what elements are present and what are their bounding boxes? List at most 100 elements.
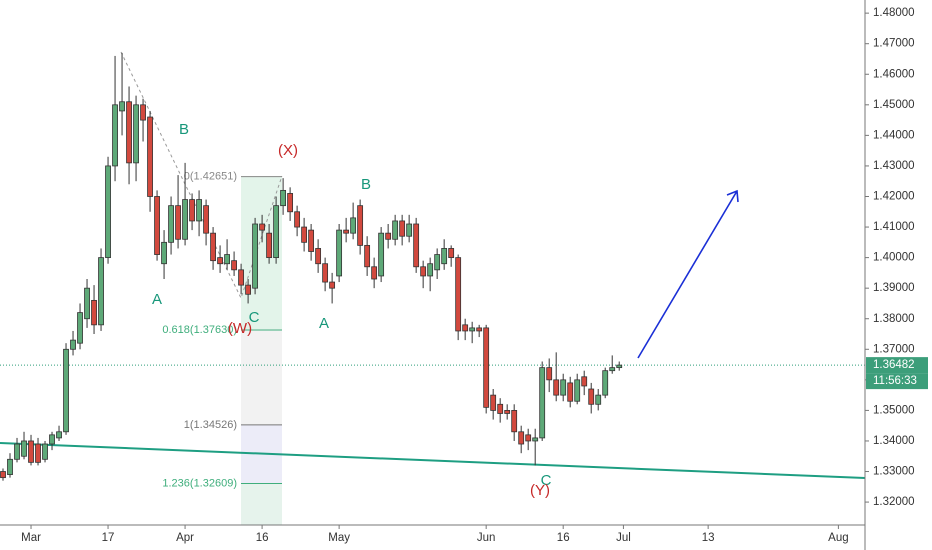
candle-body	[315, 248, 322, 265]
fib-level-label: 0.618(1.37630)	[162, 324, 237, 336]
candle-body	[77, 312, 83, 344]
candle-body	[357, 205, 364, 246]
fib-zone	[241, 329, 282, 425]
y-tick-label: 1.34000	[873, 435, 915, 447]
candle-body	[595, 394, 602, 405]
candle-body	[112, 104, 118, 167]
forecast-arrow-head	[726, 189, 739, 203]
candle-body	[476, 327, 483, 332]
candle-body	[511, 410, 518, 433]
candle-body	[462, 324, 469, 332]
candle-body	[378, 232, 385, 277]
candle-body	[539, 367, 546, 439]
candle-body	[203, 205, 209, 234]
wave-label: A	[319, 315, 329, 332]
y-tick-label: 1.40000	[873, 252, 915, 264]
y-tick-label: 1.45000	[873, 99, 915, 111]
candle-body	[322, 263, 329, 283]
candle-body	[616, 364, 623, 369]
candle-body	[588, 388, 595, 405]
candle-body	[189, 199, 195, 222]
fib-zone	[241, 484, 282, 525]
wave-label: B	[361, 176, 371, 193]
candle-body	[154, 196, 160, 255]
candle-body	[455, 257, 462, 332]
candle-body	[245, 284, 251, 295]
y-tick-label: 1.43000	[873, 160, 915, 172]
wave-label: B	[179, 121, 189, 138]
candle-body	[483, 327, 490, 408]
wave-label: A	[152, 291, 162, 308]
candle-body	[21, 440, 27, 457]
fib-level-label: 1.236(1.32609)	[162, 477, 237, 489]
x-axis: Mar 17 Apr 16 May Jun 16 Jul 13 Aug	[21, 525, 849, 544]
x-tick-label: 16	[557, 532, 570, 544]
trend-line	[0, 442, 866, 479]
candle-body	[0, 471, 6, 479]
y-tick-label: 1.42000	[873, 191, 915, 203]
candle-body	[63, 348, 69, 433]
candle-body	[161, 241, 167, 265]
candle-body	[602, 370, 609, 396]
candle-body	[252, 223, 258, 289]
fib-level-label: 0(1.42651)	[184, 171, 237, 183]
candle-body	[133, 104, 139, 164]
x-tick-label: 13	[702, 532, 715, 544]
candle-body	[490, 394, 497, 411]
y-tick-label: 1.47000	[873, 38, 915, 50]
wave-label: (X)	[278, 142, 298, 159]
wave-label: (Y)	[530, 482, 550, 499]
candle-body	[581, 376, 588, 387]
x-tick-label: Jun	[477, 532, 496, 544]
x-tick-label: May	[328, 532, 350, 544]
candle-body	[231, 260, 237, 271]
wave-label: (W)	[228, 320, 252, 337]
candle-body	[574, 379, 581, 402]
candle-body	[42, 443, 48, 460]
x-tick-label: Jul	[616, 532, 631, 544]
candle-body	[35, 443, 41, 463]
candle-body	[56, 431, 62, 439]
candle-body	[532, 437, 539, 442]
plot: 0(1.42651) 0.618(1.37630) 1(1.34526) 1.236(…	[0, 52, 865, 499]
candle-body	[49, 434, 55, 445]
candle-body	[434, 254, 441, 271]
fib-level-label: 1(1.34526)	[184, 419, 237, 431]
candle-body	[350, 217, 357, 234]
candle-body	[497, 403, 504, 414]
candle-body	[567, 382, 574, 402]
countdown-label: 11:56:33	[873, 375, 917, 387]
candle-body	[518, 431, 525, 445]
y-tick-label: 1.38000	[873, 313, 915, 325]
candle-body	[336, 229, 343, 277]
candle-body	[224, 254, 230, 265]
candle-body	[553, 379, 560, 396]
candle-body	[168, 205, 174, 243]
candle-body	[140, 104, 146, 121]
candle-body	[371, 266, 378, 280]
candle-body	[343, 229, 350, 234]
y-tick-label: 1.39000	[873, 282, 915, 294]
x-tick-label: 17	[102, 532, 115, 544]
candle-body	[413, 223, 420, 268]
last-price-box	[866, 357, 928, 374]
y-tick-label: 1.35000	[873, 404, 915, 416]
x-tick-label: Mar	[21, 532, 41, 544]
candle-body	[399, 220, 406, 237]
candle-body	[119, 101, 125, 112]
candle-body	[259, 223, 265, 231]
candle-body	[273, 205, 280, 259]
wave-label: C	[541, 472, 552, 489]
candle-body	[70, 339, 76, 350]
candle-body	[427, 263, 434, 277]
candle-body	[609, 367, 616, 372]
candle-body	[406, 223, 413, 237]
candle-body	[329, 281, 336, 289]
candle-body	[364, 244, 371, 268]
candle-body	[441, 248, 448, 265]
candle-body	[238, 269, 244, 286]
candle-body	[294, 211, 301, 228]
candle-body	[308, 229, 315, 252]
candle-body	[14, 443, 20, 460]
